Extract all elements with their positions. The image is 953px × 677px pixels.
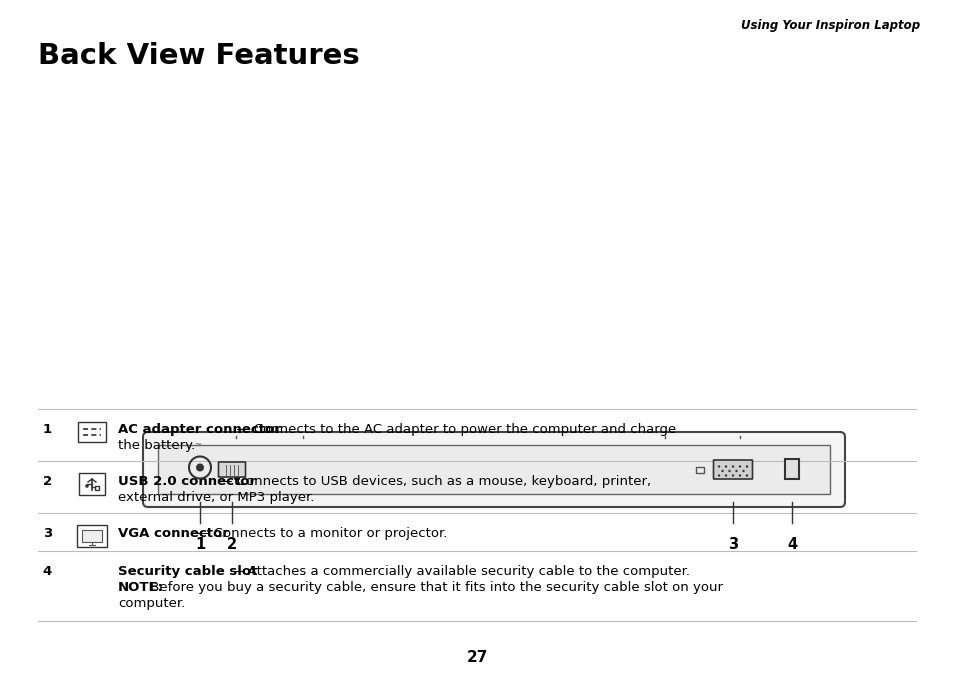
Bar: [95, 486, 99, 490]
FancyBboxPatch shape: [713, 460, 752, 479]
Circle shape: [724, 465, 726, 468]
Text: Security cable slot: Security cable slot: [118, 565, 257, 578]
Text: external drive, or MP3 player.: external drive, or MP3 player.: [118, 491, 314, 504]
Text: Using Your Inspiron Laptop: Using Your Inspiron Laptop: [740, 19, 919, 32]
Text: AC adapter connector: AC adapter connector: [118, 423, 280, 436]
Bar: [77, 525, 107, 547]
Circle shape: [745, 465, 747, 468]
Circle shape: [720, 470, 723, 472]
Circle shape: [195, 464, 204, 471]
Circle shape: [731, 465, 734, 468]
Circle shape: [738, 475, 740, 477]
Text: 4: 4: [786, 537, 796, 552]
Bar: [78, 422, 106, 442]
Circle shape: [741, 470, 744, 472]
Bar: [158, 445, 829, 494]
Circle shape: [717, 465, 720, 468]
Text: 3: 3: [727, 537, 738, 552]
Text: — Connects to USB devices, such as a mouse, keyboard, printer,: — Connects to USB devices, such as a mou…: [214, 475, 650, 488]
Bar: [784, 458, 799, 479]
Circle shape: [738, 465, 740, 468]
Text: USB 2.0 connector: USB 2.0 connector: [118, 475, 255, 488]
Text: 2: 2: [43, 475, 52, 488]
Text: 27: 27: [466, 650, 487, 665]
Text: the battery.: the battery.: [118, 439, 195, 452]
Circle shape: [717, 475, 720, 477]
FancyBboxPatch shape: [143, 432, 844, 507]
Circle shape: [735, 470, 737, 472]
Circle shape: [731, 475, 734, 477]
FancyBboxPatch shape: [218, 462, 245, 477]
Text: — Connects to the AC adapter to power the computer and charge: — Connects to the AC adapter to power th…: [232, 423, 676, 436]
Text: — Attaches a commercially available security cable to the computer.: — Attaches a commercially available secu…: [226, 565, 690, 578]
Text: Back View Features: Back View Features: [38, 42, 359, 70]
Text: — Connects to a monitor or projector.: — Connects to a monitor or projector.: [192, 527, 447, 540]
Text: 1: 1: [43, 423, 52, 436]
Text: 1: 1: [194, 537, 205, 552]
Text: 3: 3: [43, 527, 52, 540]
Circle shape: [727, 470, 730, 472]
Circle shape: [724, 475, 726, 477]
Circle shape: [745, 475, 747, 477]
Text: Before you buy a security cable, ensure that it fits into the security cable slo: Before you buy a security cable, ensure …: [147, 581, 722, 594]
Bar: [696, 466, 703, 473]
Bar: [82, 530, 102, 542]
Text: ~: ~: [193, 440, 201, 449]
Circle shape: [85, 484, 89, 488]
Text: VGA connector: VGA connector: [118, 527, 229, 540]
Text: NOTE:: NOTE:: [118, 581, 164, 594]
Bar: [79, 473, 105, 495]
Text: computer.: computer.: [118, 597, 185, 610]
Text: 2: 2: [227, 537, 236, 552]
Text: 4: 4: [43, 565, 52, 578]
